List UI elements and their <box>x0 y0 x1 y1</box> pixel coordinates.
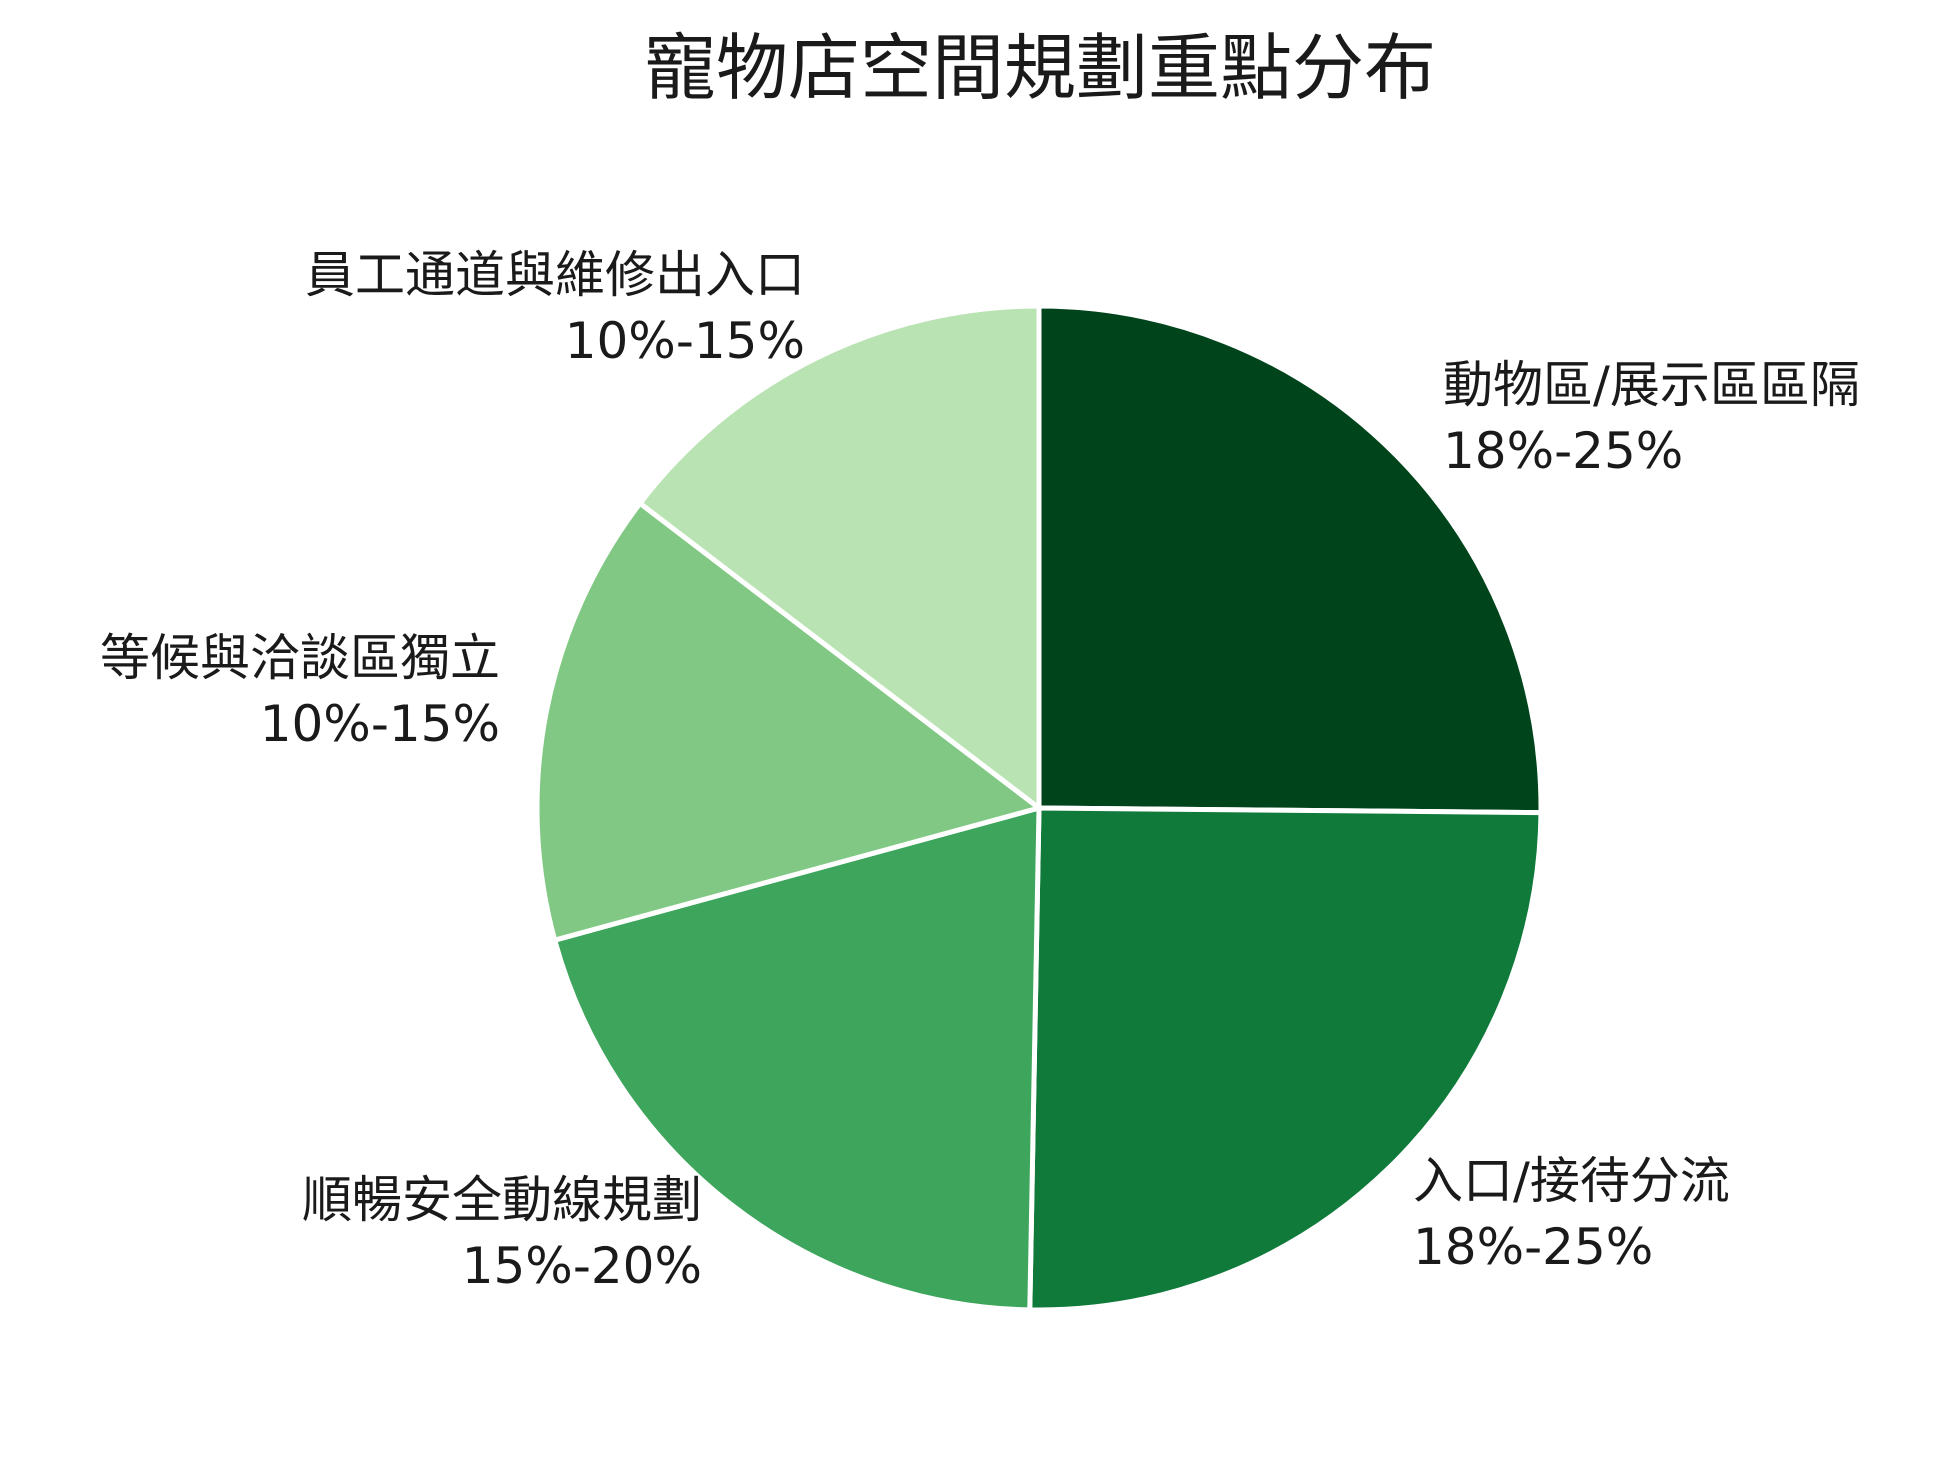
slice-label-animal-display: 動物區/展示區區隔 18%-25% <box>1443 352 1860 484</box>
chart-title: 寵物店空間規劃重點分布 <box>643 26 1436 110</box>
pie-slice-animal-display <box>1036 303 1544 816</box>
slice-label-circulation: 順暢安全動線規劃 15%-20% <box>302 1167 702 1299</box>
slice-name: 順暢安全動線規劃 <box>302 1171 702 1229</box>
slice-label-entrance-reception: 入口/接待分流 18%-25% <box>1413 1148 1730 1280</box>
slice-range: 10%-15% <box>259 695 500 753</box>
pie-slice-entrance-reception <box>1027 805 1544 1313</box>
slice-label-staff-access: 員工通道與維修出入口 10%-15% <box>305 242 805 374</box>
slice-name: 動物區/展示區區隔 <box>1443 356 1860 414</box>
slice-range: 18%-25% <box>1413 1218 1654 1276</box>
pie-slice-waiting-consult <box>534 500 1042 943</box>
slice-range: 10%-15% <box>564 312 805 370</box>
slice-name: 員工通道與維修出入口 <box>305 246 805 304</box>
slice-label-waiting-consult: 等候與洽談區獨立 10%-15% <box>100 625 500 757</box>
slice-range: 18%-25% <box>1443 422 1684 480</box>
slice-name: 等候與洽談區獨立 <box>100 629 500 687</box>
slice-name: 入口/接待分流 <box>1413 1152 1730 1210</box>
slice-range: 15%-20% <box>461 1237 702 1295</box>
pie-slice-staff-access <box>637 303 1042 811</box>
pie-slice-circulation <box>552 805 1042 1313</box>
